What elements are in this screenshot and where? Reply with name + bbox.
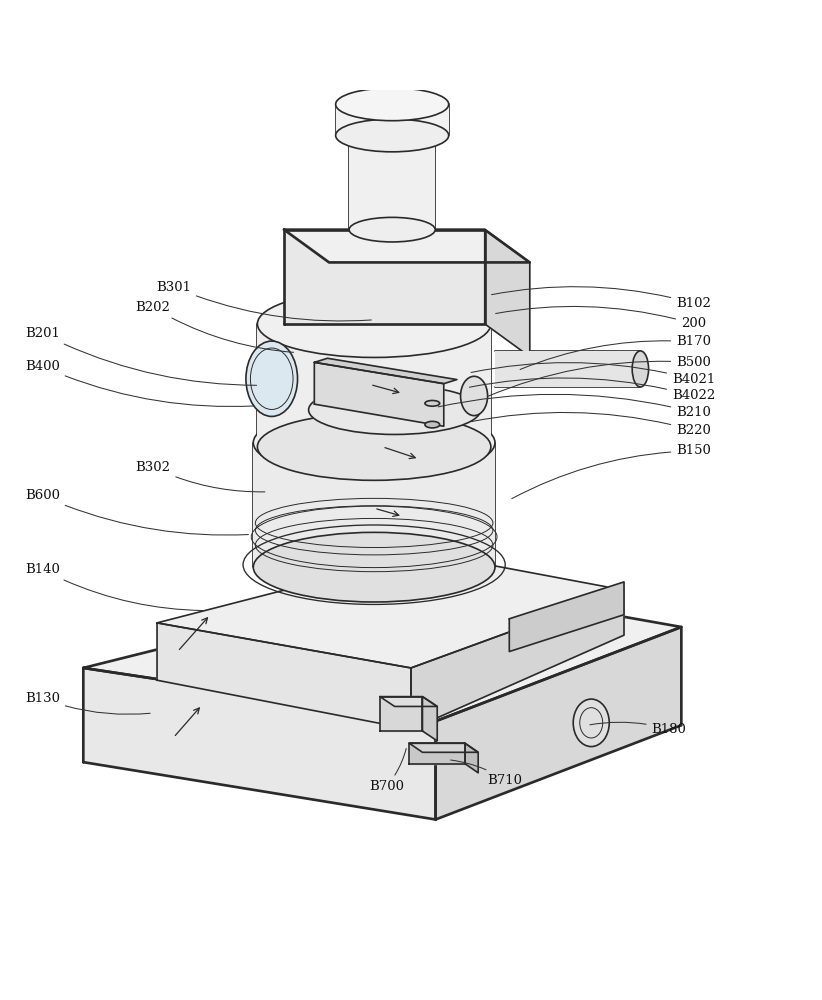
Ellipse shape bbox=[349, 123, 435, 148]
Text: B400: B400 bbox=[25, 360, 254, 407]
Text: B170: B170 bbox=[520, 335, 711, 369]
Ellipse shape bbox=[335, 88, 449, 121]
Ellipse shape bbox=[253, 532, 495, 602]
Text: B201: B201 bbox=[25, 327, 256, 385]
Ellipse shape bbox=[425, 421, 440, 428]
Ellipse shape bbox=[335, 119, 449, 152]
Ellipse shape bbox=[253, 408, 495, 477]
Polygon shape bbox=[157, 623, 411, 729]
Polygon shape bbox=[411, 590, 624, 729]
Text: B500: B500 bbox=[487, 356, 711, 397]
Polygon shape bbox=[314, 362, 444, 426]
Polygon shape bbox=[83, 668, 436, 819]
Text: B220: B220 bbox=[471, 412, 711, 437]
Polygon shape bbox=[409, 743, 478, 752]
Polygon shape bbox=[436, 627, 681, 819]
Ellipse shape bbox=[257, 413, 491, 480]
Ellipse shape bbox=[573, 699, 609, 747]
Text: 200: 200 bbox=[496, 306, 706, 330]
Polygon shape bbox=[314, 358, 457, 384]
Text: B301: B301 bbox=[156, 281, 372, 321]
Polygon shape bbox=[257, 324, 491, 447]
Ellipse shape bbox=[349, 217, 435, 242]
Text: B180: B180 bbox=[590, 722, 686, 736]
Text: B202: B202 bbox=[136, 301, 293, 352]
Text: B102: B102 bbox=[492, 287, 711, 310]
Text: B150: B150 bbox=[512, 444, 711, 499]
Polygon shape bbox=[423, 697, 437, 741]
Text: B302: B302 bbox=[136, 461, 265, 492]
Polygon shape bbox=[83, 582, 681, 721]
Polygon shape bbox=[284, 230, 530, 262]
Text: B130: B130 bbox=[25, 692, 150, 714]
Polygon shape bbox=[465, 743, 478, 773]
Ellipse shape bbox=[308, 385, 481, 434]
Text: B4022: B4022 bbox=[469, 378, 715, 402]
Polygon shape bbox=[335, 104, 449, 135]
Polygon shape bbox=[157, 553, 624, 668]
Polygon shape bbox=[253, 443, 495, 567]
Polygon shape bbox=[380, 697, 423, 731]
Polygon shape bbox=[380, 697, 437, 706]
Ellipse shape bbox=[246, 341, 298, 416]
Text: B710: B710 bbox=[450, 760, 523, 787]
Text: B700: B700 bbox=[369, 748, 406, 793]
Ellipse shape bbox=[460, 376, 487, 416]
Polygon shape bbox=[485, 230, 530, 357]
Polygon shape bbox=[510, 582, 624, 652]
Polygon shape bbox=[496, 351, 640, 387]
Ellipse shape bbox=[425, 400, 440, 406]
Text: B4021: B4021 bbox=[471, 363, 715, 386]
Text: B210: B210 bbox=[438, 394, 711, 419]
Text: B600: B600 bbox=[25, 489, 248, 535]
Polygon shape bbox=[349, 135, 435, 230]
Ellipse shape bbox=[257, 290, 491, 357]
Polygon shape bbox=[409, 743, 465, 764]
Polygon shape bbox=[284, 230, 485, 324]
Ellipse shape bbox=[632, 351, 649, 387]
Text: B140: B140 bbox=[25, 563, 203, 611]
